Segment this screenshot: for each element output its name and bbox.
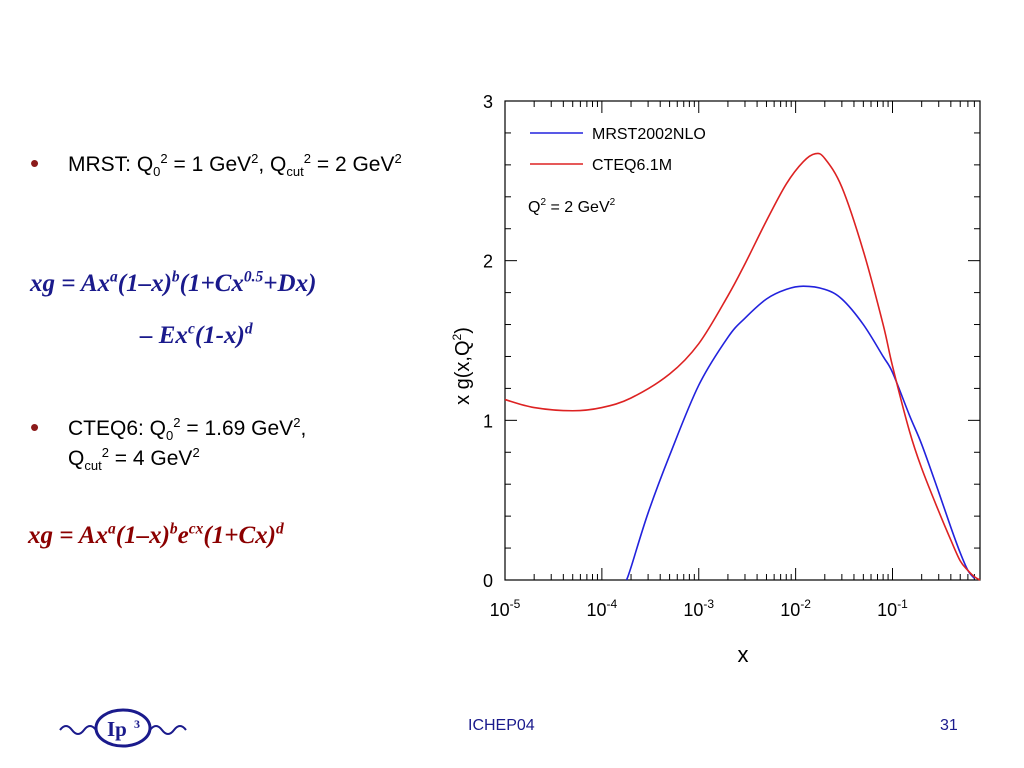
bullet-cteq-text: CTEQ6: Q02 = 1.69 GeV2, Qcut2 = 4 GeV2 [68, 415, 307, 474]
y-axis-label: x g(x,Q2) [450, 327, 474, 405]
plot-frame [504, 100, 981, 581]
logo-text: Ip [107, 717, 127, 741]
page-number: 31 [940, 717, 958, 734]
y-tick-label: 2 [483, 252, 493, 272]
bullet-dot: • [30, 412, 40, 442]
plot-area [504, 100, 981, 581]
x-tick-label: 10-4 [587, 597, 618, 620]
x-tick-label: 10-3 [683, 597, 714, 620]
x-tick-label: 10-2 [780, 597, 811, 620]
ip3-logo: Ip 3 [59, 708, 187, 748]
legend: MRST2002NLO CTEQ6.1M [530, 126, 706, 174]
y-tick-label: 1 [483, 411, 493, 431]
pdf-gluon-chart: 10-5 10-4 10-3 10-2 10-1 0 1 2 3 MRST2002NLO CT… [450, 92, 981, 667]
formula-cteq: xg = Axa(1–x)becx(1+Cx)d [28, 520, 284, 549]
formula-mrst-line1: xg = Axa(1–x)b(1+Cx0.5+Dx) [30, 268, 317, 297]
series-line-cteq [504, 152, 981, 581]
y-tick-label: 3 [483, 92, 493, 112]
x-axis: 10-5 10-4 10-3 10-2 10-1 [490, 101, 981, 620]
bullet-mrst-text: MRST: Q02 = 1 GeV2, Qcut2 = 2 GeV2 [68, 151, 402, 180]
legend-label-cteq: CTEQ6.1M [592, 157, 672, 174]
x-axis-label: x [738, 642, 749, 667]
series-group [504, 152, 981, 581]
y-tick-label: 0 [483, 571, 493, 591]
x-tick-label: 10-1 [877, 597, 908, 620]
y-axis: 0 1 2 3 [483, 92, 980, 591]
bullet-dot: • [30, 148, 40, 178]
x-tick-label: 10-5 [490, 597, 521, 620]
formula-mrst-line2: – Exc(1-x)d [140, 320, 253, 349]
legend-label-mrst: MRST2002NLO [592, 126, 706, 143]
series-line-mrst [625, 285, 976, 581]
logo-sup: 3 [134, 717, 140, 731]
footer-conference: ICHEP04 [468, 717, 535, 734]
q2-annotation: Q2 = 2 GeV2 [528, 197, 616, 216]
